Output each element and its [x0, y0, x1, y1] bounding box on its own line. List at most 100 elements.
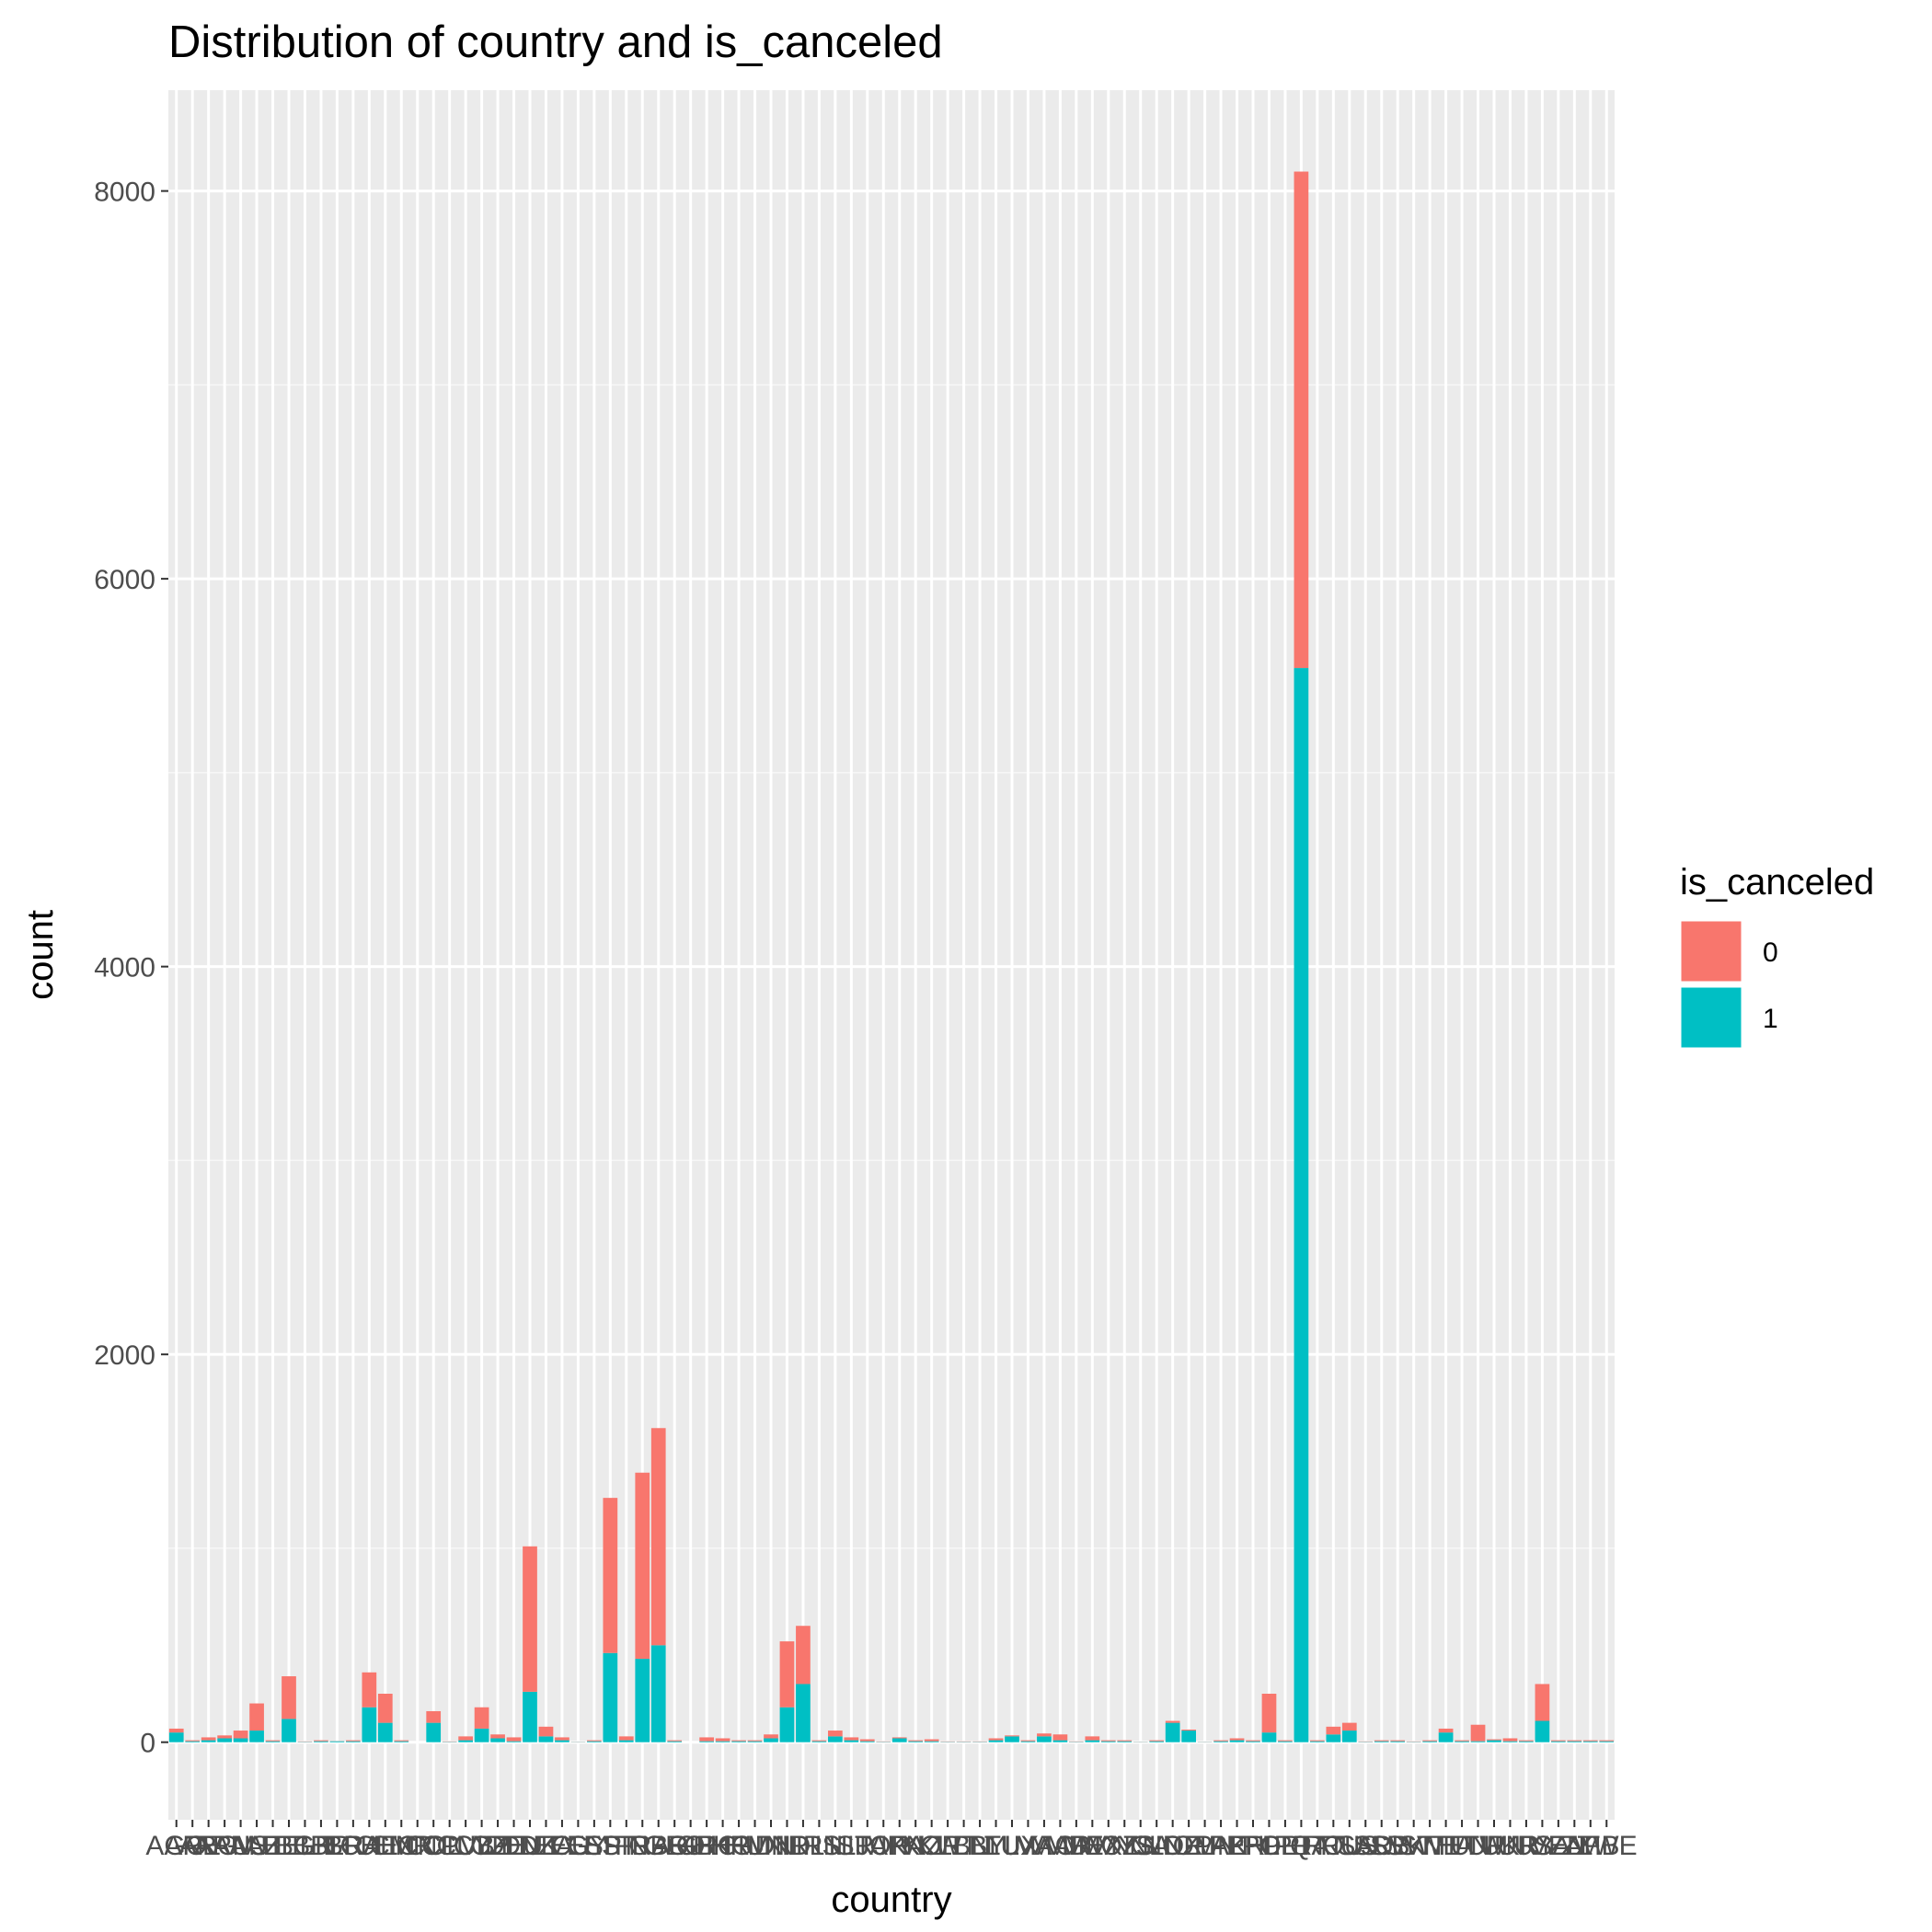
x-tick-label: PER: [1209, 1831, 1266, 1861]
x-tick-label: ECU: [533, 1831, 591, 1861]
x-tick-label: PHL: [1226, 1831, 1280, 1861]
bar-canceled-1: [555, 1740, 569, 1742]
bar-canceled-1: [1261, 1732, 1277, 1742]
x-tick-label: TUN: [1433, 1831, 1490, 1861]
bar-canceled-0: [1455, 1740, 1469, 1742]
bar-canceled-1: [362, 1707, 377, 1742]
x-tick-label: LBN: [937, 1831, 990, 1861]
bar-canceled-0: [1551, 1740, 1566, 1742]
x-tick-label: BLR: [310, 1831, 363, 1861]
x-tick-label: PRT: [1274, 1831, 1328, 1861]
x-tick-label: AGO: [145, 1831, 207, 1861]
x-tick-label: CHE: [340, 1831, 398, 1861]
x-tick-label: PRI: [1262, 1831, 1308, 1861]
bar-canceled-0: [1502, 1738, 1518, 1742]
bar-canceled-0: [1519, 1740, 1534, 1742]
x-tick-label: PAK: [1194, 1831, 1248, 1861]
bar-canceled-1: [1085, 1740, 1100, 1742]
x-tick-label: USA: [1514, 1831, 1571, 1861]
legend-label: 1: [1763, 1004, 1778, 1034]
x-tick-label: CZE: [470, 1831, 525, 1861]
bar-canceled-1: [249, 1731, 264, 1742]
x-tick-label: DEU: [485, 1831, 543, 1861]
x-tick-label: ZMB: [1561, 1831, 1619, 1861]
bar-canceled-0: [1487, 1739, 1501, 1741]
x-tick-label: SVN: [1386, 1831, 1443, 1861]
x-tick-label: CN: [397, 1831, 437, 1861]
bar-canceled-0: [362, 1672, 377, 1708]
bar-canceled-1: [796, 1684, 811, 1742]
bar-canceled-1: [458, 1740, 473, 1742]
bar-canceled-0: [1037, 1733, 1052, 1737]
x-tick-label: HKG: [693, 1831, 753, 1861]
bar-canceled-1: [764, 1738, 778, 1742]
bar-canceled-1: [1037, 1736, 1052, 1742]
x-tick-label: RUS: [1320, 1831, 1378, 1861]
x-tick-label: LTU: [971, 1831, 1020, 1861]
bar-canceled-0: [1261, 1694, 1277, 1733]
chart-title: Distribution of country and is_canceled: [168, 17, 943, 67]
x-tick-label: KWT: [917, 1831, 979, 1861]
x-tick-label: ARE: [164, 1831, 221, 1861]
x-tick-label: ISL: [814, 1831, 856, 1861]
bar-canceled-1: [1005, 1736, 1019, 1742]
bar-canceled-0: [458, 1736, 473, 1741]
bar-canceled-1: [282, 1719, 296, 1742]
bar-canceled-0: [650, 1428, 666, 1646]
bar-canceled-1: [1052, 1740, 1068, 1742]
bar-canceled-0: [265, 1740, 281, 1742]
y-tick-label: 2000: [94, 1340, 155, 1371]
x-tick-label: COL: [405, 1831, 462, 1861]
x-tick-label: MAR: [1029, 1831, 1091, 1861]
bar-canceled-0: [747, 1740, 763, 1742]
x-tick-label: MDV: [1046, 1831, 1108, 1861]
bar-canceled-0: [731, 1740, 746, 1742]
bar-canceled-0: [796, 1626, 811, 1685]
bar-canceled-1: [233, 1738, 248, 1742]
y-axis: 0 2000 4000 6000 8000: [94, 178, 168, 1759]
bar-canceled-0: [715, 1738, 730, 1742]
bar-canceled-1: [1165, 1722, 1180, 1742]
x-tick-label: NOR: [1142, 1831, 1203, 1861]
x-tick-label: LBY: [954, 1831, 1006, 1861]
bar-canceled-0: [811, 1740, 827, 1742]
x-tick-label: OMN: [1173, 1831, 1237, 1861]
bar-canceled-0: [988, 1738, 1004, 1741]
bar-canceled-0: [523, 1546, 537, 1692]
x-tick-label: DNK: [500, 1831, 558, 1861]
x-tick-label: NZL: [1163, 1831, 1215, 1861]
bar-canceled-0: [1582, 1740, 1598, 1742]
bar-canceled-0: [635, 1472, 650, 1660]
x-tick-label: BGR: [275, 1831, 335, 1861]
bar-canceled-0: [779, 1641, 795, 1708]
y-tick-label: 4000: [94, 953, 155, 983]
bar-canceled-0: [1085, 1736, 1100, 1741]
y-tick-label: 0: [140, 1729, 155, 1759]
bar-canceled-0: [1438, 1728, 1454, 1733]
bar-canceled-1: [650, 1645, 666, 1742]
x-tick-label: KOR: [902, 1831, 961, 1861]
bar-canceled-0: [859, 1739, 875, 1742]
x-tick-label: LVA: [1004, 1831, 1052, 1861]
bar-canceled-0: [474, 1707, 489, 1729]
x-tick-label: GEO: [644, 1831, 706, 1861]
bar-canceled-1: [1438, 1732, 1454, 1742]
x-tick-label: IDN: [747, 1831, 795, 1861]
bar-canceled-0: [377, 1694, 393, 1723]
bar-canceled-1: [1326, 1734, 1341, 1742]
bar-canceled-0: [1567, 1740, 1582, 1742]
bar-canceled-0: [618, 1736, 634, 1741]
x-tick-label: BEL: [263, 1831, 316, 1861]
bar-canceled-0: [538, 1726, 554, 1737]
x-tick-label: TWN: [1463, 1831, 1525, 1861]
grid-lines: [168, 90, 1615, 1820]
legend-key: [1678, 918, 1744, 984]
x-tick-label: KAZ: [889, 1831, 942, 1861]
bar-canceled-1: [1294, 668, 1309, 1742]
x-tick-label: ZWE: [1576, 1831, 1638, 1861]
legend-label: 0: [1763, 937, 1778, 968]
x-tick-label: SVK: [1370, 1831, 1425, 1861]
x-tick-label: AZE: [246, 1831, 299, 1861]
y-tick-label: 6000: [94, 565, 155, 595]
bar-canceled-0: [1535, 1684, 1550, 1721]
